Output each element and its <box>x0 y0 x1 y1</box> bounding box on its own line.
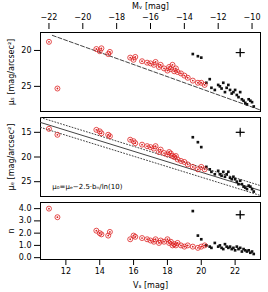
svg-text:−20: −20 <box>74 13 91 22</box>
svg-text:−16: −16 <box>142 13 159 22</box>
svg-text:12: 12 <box>61 267 71 276</box>
svg-text:3.0: 3.0 <box>19 216 32 225</box>
svg-text:−12: −12 <box>210 13 227 22</box>
svg-text:Vₛ [mag]: Vₛ [mag] <box>133 281 168 290</box>
svg-text:1.0: 1.0 <box>19 241 32 250</box>
svg-text:−14: −14 <box>176 13 193 22</box>
svg-text:μₑ [mag/arcsec²]: μₑ [mag/arcsec²] <box>7 124 16 191</box>
svg-text:14: 14 <box>95 267 105 276</box>
svg-text:20: 20 <box>21 153 31 162</box>
svg-text:15: 15 <box>21 128 31 137</box>
svg-text:−18: −18 <box>108 13 125 22</box>
svg-text:25: 25 <box>21 82 31 91</box>
svg-text:−22: −22 <box>41 13 58 22</box>
svg-text:μ₀=μₑ−2.5·bₙ/ln(10): μ₀=μₑ−2.5·bₙ/ln(10) <box>52 183 122 191</box>
svg-text:−10: −10 <box>244 13 261 22</box>
svg-text:μₛ [mag/arcsec²]: μₛ [mag/arcsec²] <box>7 39 16 105</box>
svg-text:2.0: 2.0 <box>19 229 32 238</box>
svg-text:n: n <box>7 228 16 233</box>
svg-text:0.0: 0.0 <box>19 253 32 262</box>
svg-text:18: 18 <box>162 267 172 276</box>
svg-text:Mᵥ [mag]: Mᵥ [mag] <box>132 2 169 11</box>
svg-text:20: 20 <box>196 267 206 276</box>
svg-text:22: 22 <box>230 267 240 276</box>
svg-text:16: 16 <box>128 267 138 276</box>
svg-text:20: 20 <box>21 46 31 55</box>
svg-text:4.0: 4.0 <box>19 204 32 213</box>
svg-text:25: 25 <box>21 177 31 186</box>
